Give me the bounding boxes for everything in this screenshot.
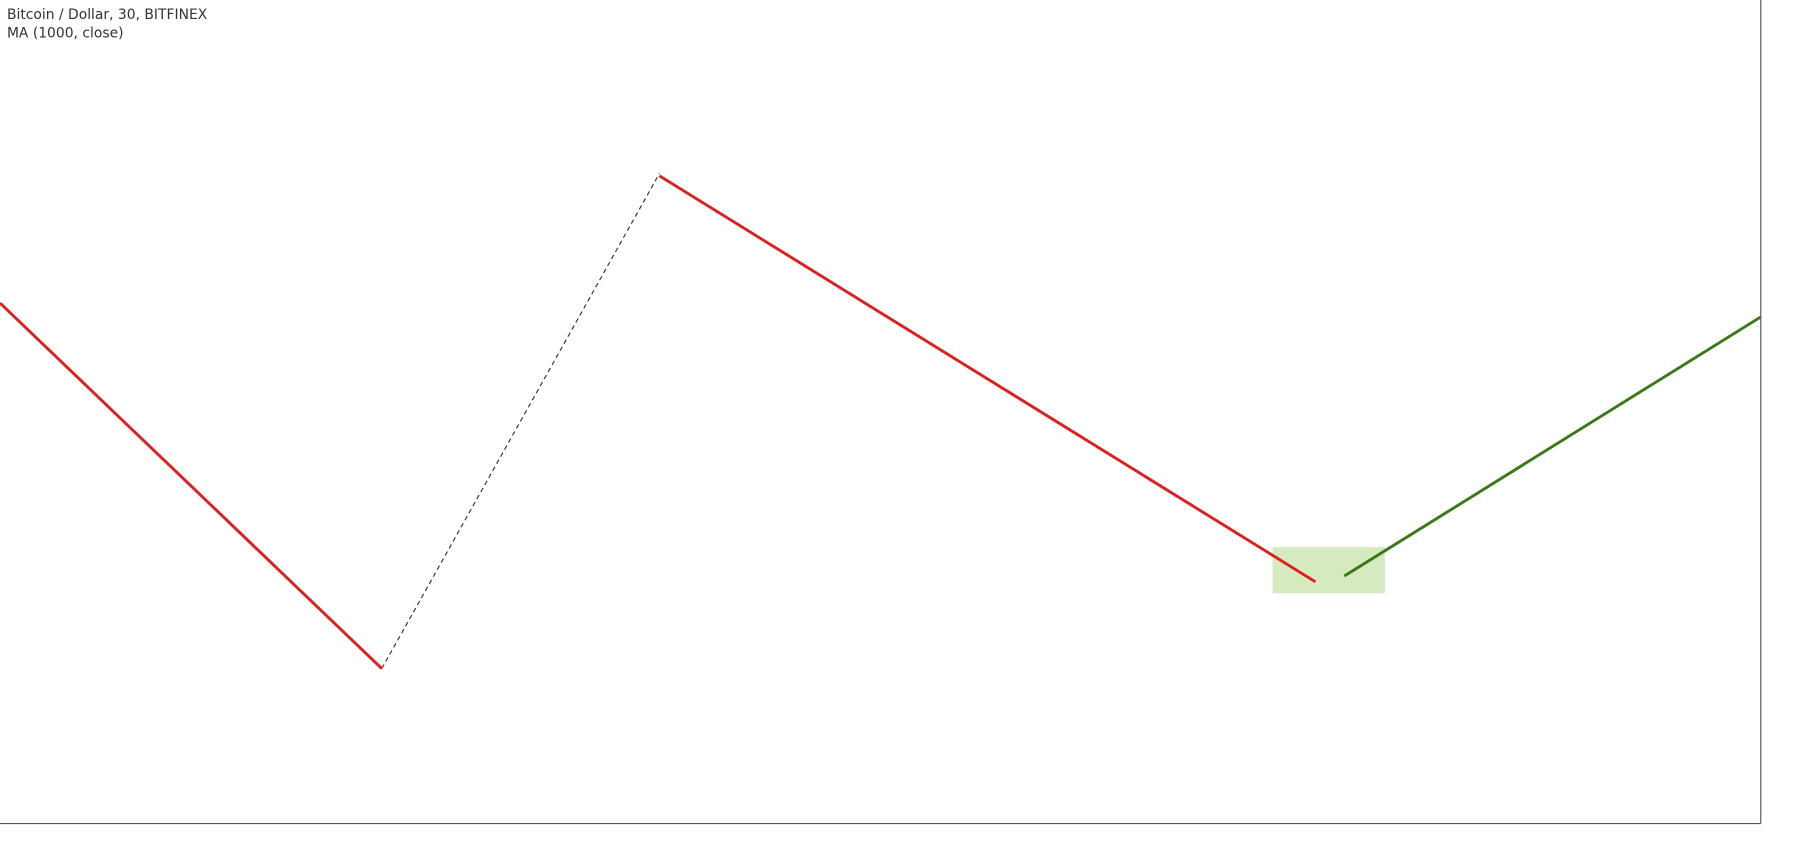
trend-line [658,174,1317,584]
price-axis [1760,0,1814,849]
chart-title: Bitcoin / Dollar, 30, BITFINEX [7,7,208,23]
trend-line [0,302,383,670]
trend-line [1343,315,1762,578]
chart-subtitle: MA (1000, close) [7,26,124,42]
fib-trend-line [381,173,660,669]
target-box [1272,547,1385,594]
